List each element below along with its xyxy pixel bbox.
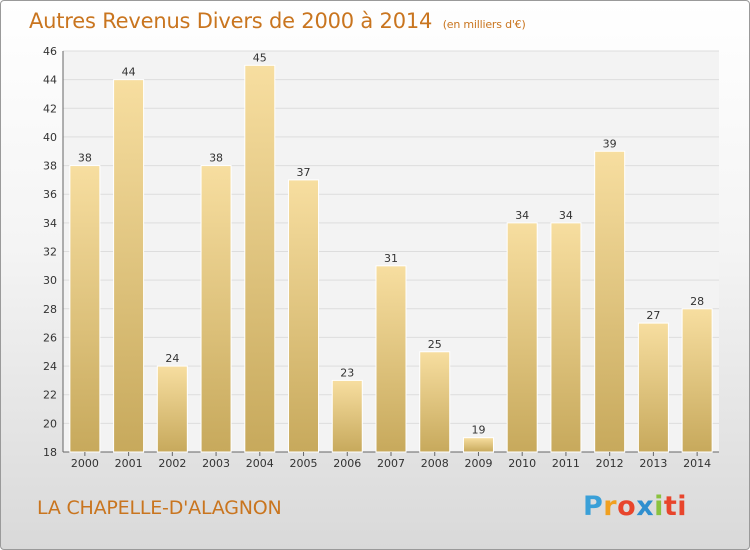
y-tick-label: 38 [43, 160, 57, 173]
y-tick-label: 32 [43, 246, 57, 259]
bar-2011 [550, 222, 582, 453]
x-tick-label-2005: 2005 [290, 457, 318, 470]
y-tick-label: 42 [43, 102, 57, 115]
y-tick-label: 18 [43, 446, 57, 459]
x-tick-label-2014: 2014 [683, 457, 711, 470]
value-label-2012: 39 [603, 137, 617, 150]
bar-2000 [69, 165, 101, 453]
y-tick-label: 40 [43, 131, 57, 144]
y-tick-label: 20 [43, 417, 57, 430]
value-label-2008: 25 [428, 338, 442, 351]
y-tick-label: 26 [43, 331, 57, 344]
x-tick-label-2006: 2006 [333, 457, 361, 470]
bar-2001 [113, 79, 145, 453]
value-label-2002: 24 [165, 352, 179, 365]
value-label-2003: 38 [209, 152, 223, 165]
x-tick-label-2004: 2004 [246, 457, 274, 470]
chart-title: Autres Revenus Divers de 2000 à 2014 (en… [29, 9, 526, 33]
chart-subtitle: (en milliers d'€) [442, 18, 526, 31]
x-tick-label-2013: 2013 [639, 457, 667, 470]
value-label-2009: 19 [471, 424, 485, 437]
x-tick-label-2011: 2011 [552, 457, 580, 470]
commune-name: LA CHAPELLE-D'ALAGNON [37, 497, 282, 519]
bar-2012 [594, 150, 626, 453]
x-tick-label-2010: 2010 [508, 457, 536, 470]
x-tick-label-2007: 2007 [377, 457, 405, 470]
bar-2003 [200, 165, 232, 453]
bar-2004 [244, 64, 276, 453]
value-label-2010: 34 [515, 209, 529, 222]
x-tick-label-2000: 2000 [71, 457, 99, 470]
value-label-2011: 34 [559, 209, 573, 222]
value-label-2004: 45 [253, 51, 267, 64]
chart-title-text: Autres Revenus Divers de 2000 à 2014 [29, 9, 433, 33]
bar-2002 [156, 365, 188, 453]
y-tick-label: 24 [43, 360, 57, 373]
y-tick-label: 36 [43, 188, 57, 201]
bar-2014 [681, 308, 713, 453]
bar-2005 [288, 179, 320, 453]
value-label-2007: 31 [384, 252, 398, 265]
x-tick-label-2002: 2002 [158, 457, 186, 470]
y-tick-label: 28 [43, 303, 57, 316]
bar-2007 [375, 265, 407, 453]
y-tick-label: 22 [43, 389, 57, 402]
y-tick-label: 46 [43, 45, 57, 58]
y-tick-label: 34 [43, 217, 57, 230]
value-label-2001: 44 [122, 66, 136, 79]
bar-2008 [419, 351, 451, 453]
x-tick-label-2012: 2012 [596, 457, 624, 470]
proxiti-logo: Proxiti [583, 491, 688, 522]
bar-2006 [331, 379, 363, 453]
value-label-2006: 23 [340, 366, 354, 379]
value-label-2014: 28 [690, 295, 704, 308]
x-tick-label-2008: 2008 [421, 457, 449, 470]
value-label-2013: 27 [646, 309, 660, 322]
bar-2010 [506, 222, 538, 453]
bar-2009 [462, 437, 494, 453]
bar-2013 [637, 322, 669, 453]
y-tick-label: 30 [43, 274, 57, 287]
y-tick-label: 44 [43, 74, 57, 87]
value-label-2000: 38 [78, 152, 92, 165]
x-tick-label-2001: 2001 [115, 457, 143, 470]
x-tick-label-2009: 2009 [464, 457, 492, 470]
x-tick-label-2003: 2003 [202, 457, 230, 470]
value-label-2005: 37 [297, 166, 311, 179]
